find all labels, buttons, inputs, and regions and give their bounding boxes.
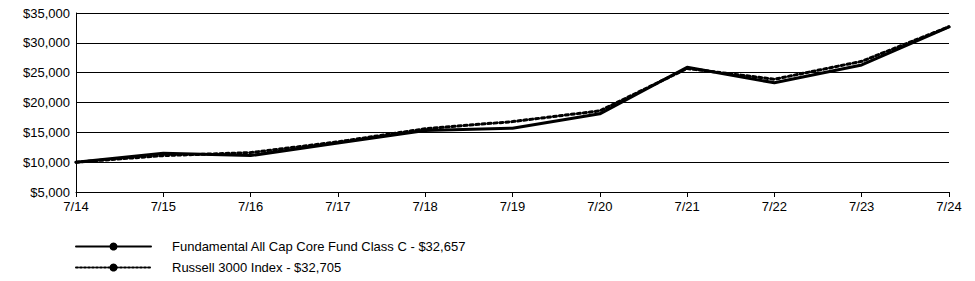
svg-text:7/22: 7/22 (762, 199, 787, 214)
svg-text:7/18: 7/18 (413, 199, 438, 214)
svg-text:$35,000: $35,000 (23, 6, 70, 21)
svg-text:$20,000: $20,000 (23, 95, 70, 110)
svg-text:Russell 3000 Index - $32,705: Russell 3000 Index - $32,705 (172, 260, 341, 275)
svg-text:7/16: 7/16 (238, 199, 263, 214)
svg-text:$5,000: $5,000 (30, 185, 70, 200)
svg-text:$25,000: $25,000 (23, 65, 70, 80)
svg-text:7/15: 7/15 (151, 199, 176, 214)
svg-text:7/14: 7/14 (63, 199, 88, 214)
svg-text:7/19: 7/19 (500, 199, 525, 214)
svg-text:$30,000: $30,000 (23, 35, 70, 50)
svg-text:7/24: 7/24 (936, 199, 961, 214)
svg-text:7/21: 7/21 (674, 199, 699, 214)
svg-text:7/17: 7/17 (325, 199, 350, 214)
svg-text:$15,000: $15,000 (23, 125, 70, 140)
svg-text:$10,000: $10,000 (23, 155, 70, 170)
svg-text:7/23: 7/23 (849, 199, 874, 214)
svg-text:Fundamental All Cap Core Fund: Fundamental All Cap Core Fund Class C - … (172, 239, 465, 254)
svg-text:7/20: 7/20 (587, 199, 612, 214)
